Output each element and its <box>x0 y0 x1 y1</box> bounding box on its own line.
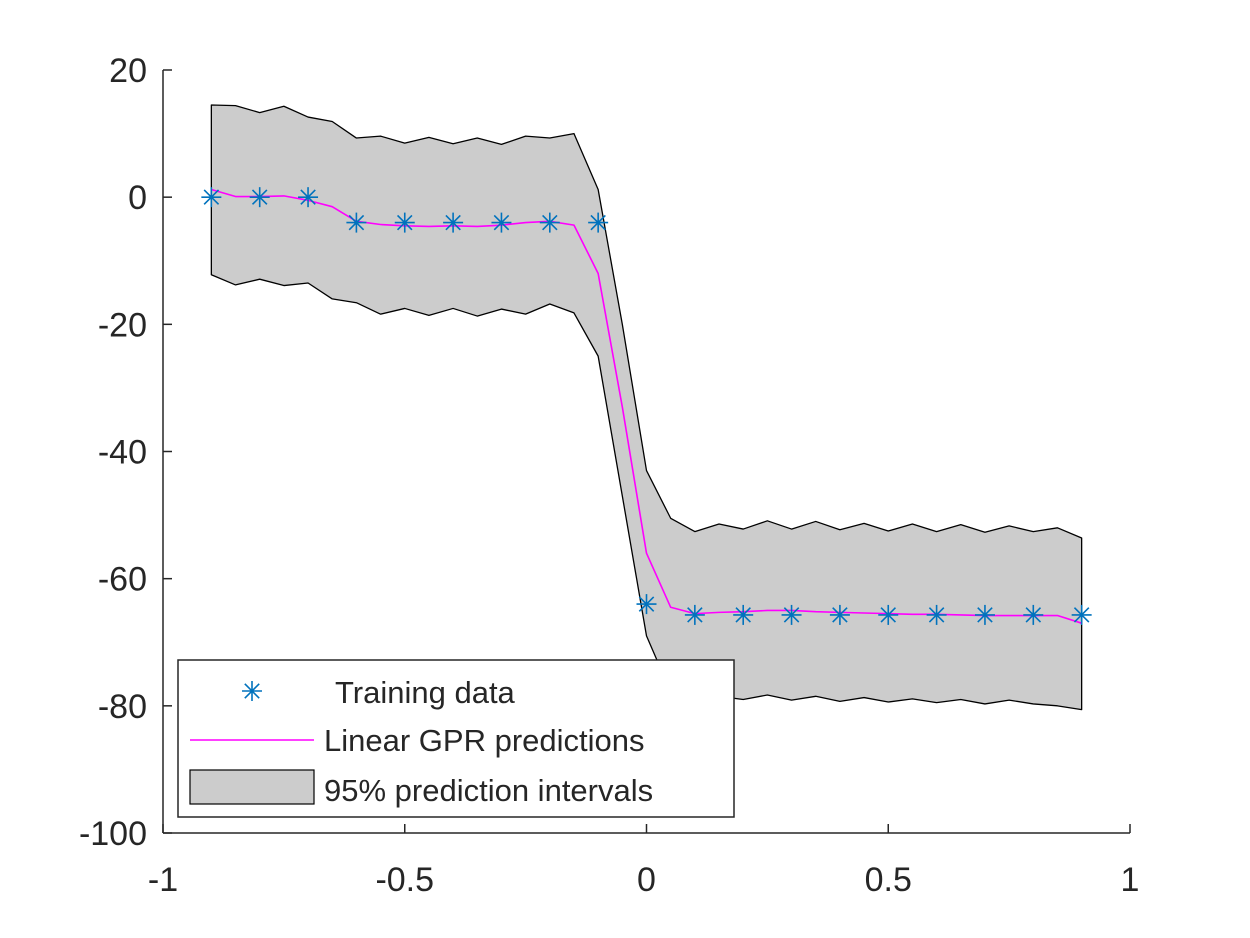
prediction-interval-band-layer <box>210 104 1083 711</box>
training-point <box>974 604 995 625</box>
training-data-layer <box>201 187 1092 625</box>
training-point <box>1023 604 1044 625</box>
x-tick-label: 1 <box>1121 861 1140 899</box>
training-point <box>829 604 850 625</box>
y-tick-label: -60 <box>98 561 147 599</box>
y-tick-label: 0 <box>128 179 147 217</box>
prediction-interval-band <box>210 104 1083 711</box>
y-tick-label: 20 <box>109 52 147 90</box>
training-point <box>636 594 657 615</box>
training-point <box>926 604 947 625</box>
training-point <box>539 212 560 233</box>
training-point <box>588 212 609 233</box>
legend-label-intervals: 95% prediction intervals <box>324 773 653 808</box>
legend-label-predictions: Linear GPR predictions <box>324 723 645 758</box>
legend-training-marker <box>242 681 262 701</box>
training-point <box>684 604 705 625</box>
x-tick-label: 0 <box>637 861 656 899</box>
y-tick-label: -20 <box>98 306 147 344</box>
training-point <box>249 187 270 208</box>
x-tick-label: -0.5 <box>375 861 434 899</box>
training-point <box>1071 604 1092 625</box>
training-point <box>733 604 754 625</box>
axes: -1 -0.5 0 0.5 1 20 0 -20 -40 -60 -80 -100 <box>79 52 1140 899</box>
x-tick-label: 0.5 <box>865 861 912 899</box>
training-point <box>491 212 512 233</box>
training-point <box>201 187 222 208</box>
x-tick-label: -1 <box>148 861 178 899</box>
training-point <box>298 187 319 208</box>
y-tick-label: -80 <box>98 688 147 726</box>
legend: Training data Linear GPR predictions 95%… <box>177 659 735 818</box>
legend-label-training: Training data <box>335 675 516 710</box>
training-point <box>878 604 899 625</box>
legend-band-swatch <box>189 769 315 805</box>
training-point <box>443 212 464 233</box>
training-point <box>394 212 415 233</box>
y-tick-label: -40 <box>98 434 147 472</box>
y-tick-label: -100 <box>79 815 147 853</box>
legend-asterisk-icon <box>242 681 262 701</box>
training-point <box>346 212 367 233</box>
training-point <box>781 604 802 625</box>
